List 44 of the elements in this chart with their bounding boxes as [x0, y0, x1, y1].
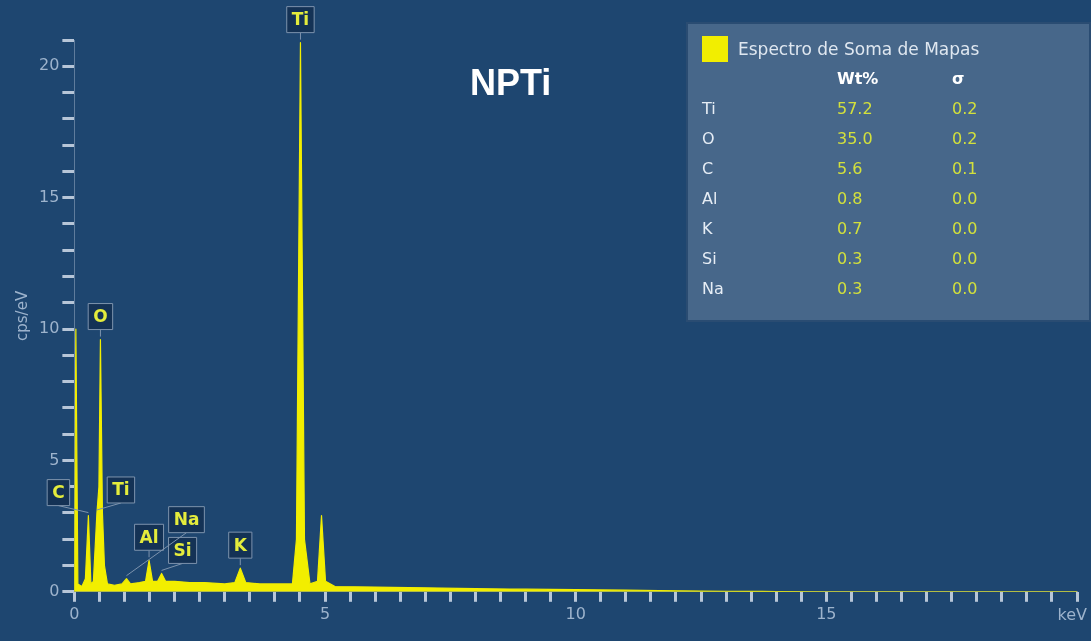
annotation: 0.7: [837, 218, 864, 240]
annotation: Ti: [291, 9, 310, 30]
annotation: Al: [139, 526, 159, 547]
annotation: K: [702, 218, 714, 240]
annotation: Na: [173, 509, 200, 530]
x-tick-label: 10: [565, 603, 586, 623]
annotation: σ: [952, 68, 966, 90]
annotation: Si: [702, 248, 718, 270]
y-tick-label: 5: [49, 449, 60, 469]
annotation: 0.0: [952, 278, 979, 300]
legend-label: Espectro de Soma de Mapas: [738, 39, 980, 59]
annotation: 0.0: [952, 218, 979, 240]
annotation: 5.6: [837, 158, 864, 180]
annotation: 35.0: [837, 128, 874, 150]
x-axis-title: keV: [1057, 604, 1088, 624]
x-tick-label: 15: [816, 603, 837, 623]
annotation: 57.2: [837, 98, 874, 120]
annotation: C: [702, 158, 715, 180]
y-axis-title: cps/eV: [12, 290, 31, 341]
annotation: K: [233, 534, 248, 555]
annotation: 0.0: [952, 188, 979, 210]
annotation: 0.0: [952, 248, 979, 270]
annotation: Al: [702, 188, 719, 210]
y-tick-label: 0: [49, 580, 60, 600]
y-tick-label: 10: [39, 318, 60, 338]
annotation: Na: [702, 278, 725, 300]
annotation: 0.3: [837, 278, 864, 300]
annotation: Wt%: [837, 68, 880, 90]
x-tick-label: 5: [319, 603, 331, 623]
annotation: Ti: [702, 98, 717, 120]
annotation: Ti: [112, 479, 130, 500]
annotation: C: [52, 482, 65, 503]
annotation: 0.1: [952, 158, 979, 180]
annotation: 0.3: [837, 248, 864, 270]
y-tick-label: 20: [39, 55, 60, 75]
annotation: 0.8: [837, 188, 864, 210]
annotation: O: [702, 128, 716, 150]
text: NPTi: [470, 62, 552, 104]
annotation: Si: [173, 539, 192, 560]
x-tick-label: 0: [69, 603, 80, 623]
annotation: 0.2: [952, 98, 979, 120]
annotation: 0.2: [952, 128, 979, 150]
annotation: O: [93, 305, 108, 326]
y-tick-label: 15: [39, 186, 60, 206]
